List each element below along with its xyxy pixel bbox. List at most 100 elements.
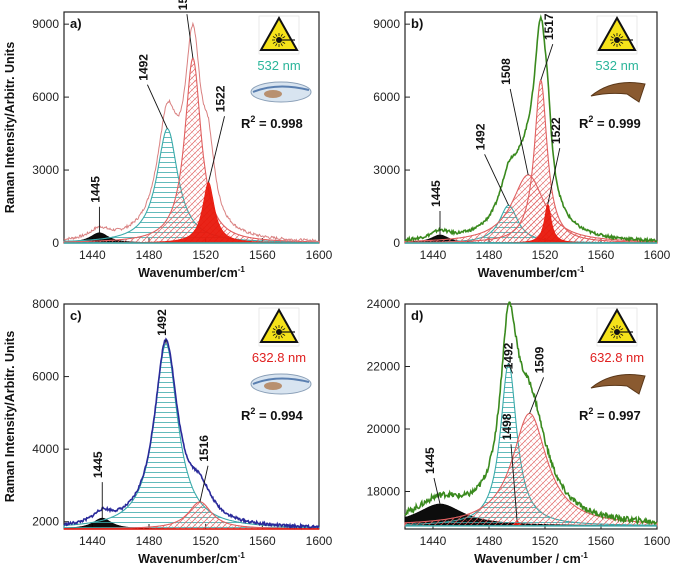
y-tick-label: 4000 (32, 442, 59, 456)
y-tick-label: 9000 (32, 17, 59, 31)
peak-label-1492: 1492 (474, 123, 488, 150)
peak-1509 (404, 412, 658, 527)
measured-spectrum (63, 337, 320, 531)
peak-callout-line (208, 116, 225, 183)
laser-warning-icon (258, 15, 300, 55)
y-tick-label: 24000 (367, 297, 401, 311)
measured-spectrum (404, 301, 658, 526)
x-axis-label: Wavenumber/cm-1 (138, 551, 245, 566)
y-tick-label: 18000 (367, 485, 401, 499)
panel-a: 1440 1480 1520 1560 1600 0 3000 6000 9000 1445 149… (3, 0, 333, 280)
peak-callout-line (484, 154, 510, 206)
peak-callout-line (509, 88, 529, 176)
peak-label-1516: 1516 (197, 435, 211, 462)
y-tick-label: 9000 (373, 17, 400, 31)
x-tick-label: 1520 (192, 534, 219, 548)
y-tick-label: 6000 (373, 90, 400, 104)
panel-d: 1440 1480 1520 1560 1600 18000 20000 22000 24000… (367, 297, 671, 566)
sample-photo-shell (250, 373, 312, 395)
peak-label-1522: 1522 (214, 85, 228, 112)
y-tick-label: 3000 (32, 163, 59, 177)
laser-wavelength: 632.8 nm (590, 350, 644, 365)
peak-label-1509: 1509 (533, 346, 547, 373)
x-axis-label: Wavenumber/cm-1 (478, 265, 585, 280)
peak-label-1522: 1522 (549, 117, 563, 144)
peak-callout-line (147, 84, 168, 129)
peak-label-1498: 1498 (500, 413, 514, 440)
peak-label-1517: 1517 (542, 13, 556, 40)
peak-1517 (404, 78, 658, 244)
peak-label-1492: 1492 (155, 309, 169, 336)
r-squared: R2 = 0.999 (579, 114, 641, 131)
panel-label: d) (411, 308, 423, 323)
laser-warning-icon (258, 307, 300, 347)
peak-callout-line (199, 465, 209, 502)
y-tick-label: 8000 (32, 297, 59, 311)
y-tick-label: 2000 (32, 515, 59, 529)
x-axis-label-sup: -1 (238, 551, 246, 560)
peak-label-1445: 1445 (88, 176, 102, 203)
peak-callout-line (186, 14, 194, 59)
sample-photo-claw (590, 374, 646, 395)
x-tick-label: 1440 (79, 248, 106, 262)
y-tick-label: 6000 (32, 370, 59, 384)
x-axis-label: Wavenumber/cm-1 (138, 265, 245, 280)
x-tick-label: 1560 (249, 534, 276, 548)
x-tick-label: 1440 (79, 534, 106, 548)
x-tick-label: 1520 (532, 534, 559, 548)
x-tick-label: 1560 (249, 248, 276, 262)
peak-callout-line (508, 363, 514, 374)
x-tick-label: 1480 (136, 534, 163, 548)
x-tick-label: 1560 (588, 534, 615, 548)
x-tick-label: 1560 (588, 248, 615, 262)
laser-wavelength: 532 nm (595, 58, 638, 73)
x-tick-label: 1480 (476, 534, 503, 548)
y-tick-label: 20000 (367, 422, 401, 436)
panel-label: a) (70, 16, 82, 31)
peak-callout-line (547, 148, 561, 205)
x-tick-label: 1520 (532, 248, 559, 262)
y-axis-label: Raman Intensity/Arbitr. Units (3, 42, 17, 214)
x-axis-label-sup: -1 (238, 265, 246, 274)
y-tick-label: 6000 (32, 90, 59, 104)
plot-frame (404, 303, 658, 530)
y-tick-label: 22000 (367, 360, 401, 374)
measured-spectrum (404, 14, 658, 244)
x-tick-label: 1440 (420, 534, 447, 548)
panel-label: b) (411, 16, 423, 31)
r-squared: R2 = 0.994 (241, 406, 304, 423)
sample-photo-claw (590, 82, 646, 103)
x-axis-label-sup: -1 (577, 265, 585, 274)
laser-warning-icon (596, 307, 638, 347)
y-tick-label: 0 (393, 236, 400, 250)
peak-label-1508: 1508 (499, 58, 513, 85)
laser-wavelength: 632.8 nm (252, 350, 306, 365)
peak-callout-line (540, 43, 554, 81)
panel-c: 1440 1480 1520 1560 1600 2000 4000 6000 8000 1445… (3, 297, 333, 566)
x-axis-label-sup: -1 (581, 551, 589, 560)
x-tick-label: 1480 (136, 248, 163, 262)
peak-label-1445: 1445 (423, 447, 437, 474)
x-tick-label: 1600 (644, 248, 671, 262)
sample-photo-shell (250, 81, 312, 103)
r-squared: R2 = 0.998 (241, 114, 303, 131)
peak-callout-line (433, 477, 441, 505)
x-tick-label: 1440 (420, 248, 447, 262)
x-tick-label: 1520 (192, 248, 219, 262)
peak-1511 (63, 57, 320, 244)
x-tick-label: 1480 (476, 248, 503, 262)
panel-label: c) (70, 308, 82, 323)
r-squared: R2 = 0.997 (579, 406, 641, 423)
measured-spectrum (63, 21, 320, 243)
x-axis-label: Wavenumber / cm-1 (474, 551, 588, 566)
peak-callout-line (529, 377, 545, 414)
y-tick-label: 3000 (373, 163, 400, 177)
laser-wavelength: 532 nm (257, 58, 300, 73)
y-axis-label: Raman Intensity/Arbitr. Units (3, 331, 17, 503)
peak-label-1492: 1492 (502, 342, 516, 369)
y-tick-label: 0 (52, 236, 59, 250)
peak-callout-line (510, 444, 518, 521)
peak-label-1445: 1445 (91, 451, 105, 478)
x-tick-label: 1600 (306, 534, 333, 548)
